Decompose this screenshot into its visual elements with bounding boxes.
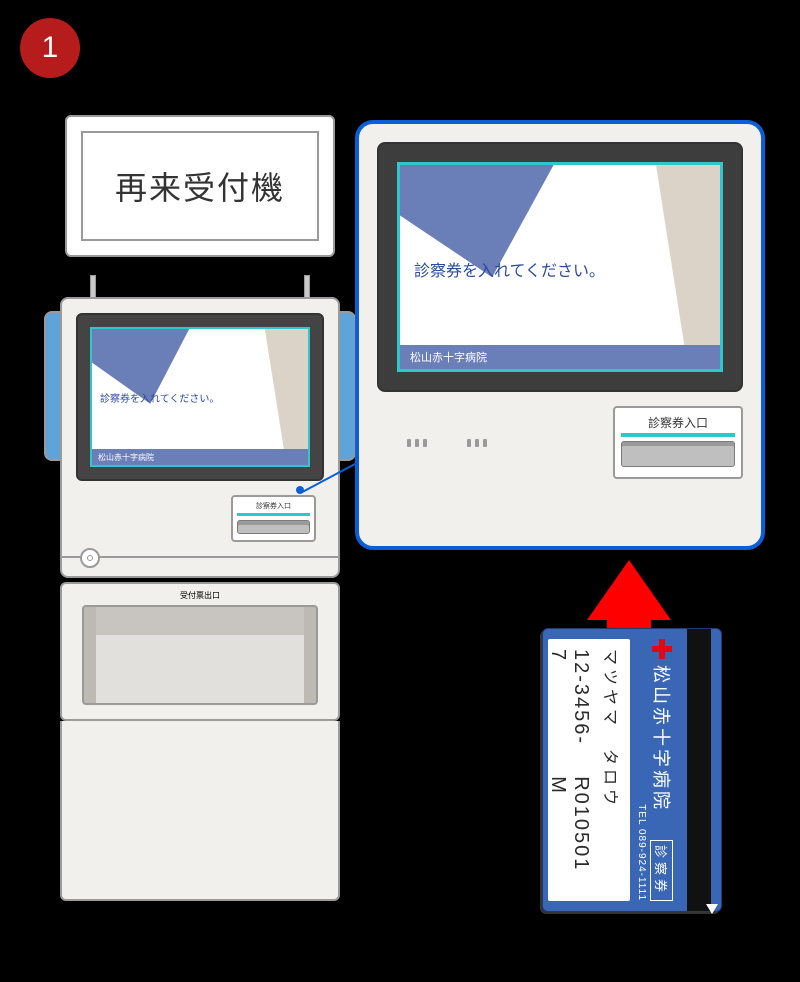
card-info-panel: マツヤマ タロウ 12-3456-7 R010501 M bbox=[548, 639, 630, 901]
card-issue-code: R010501 M bbox=[546, 776, 592, 891]
step-number: 1 bbox=[42, 31, 59, 65]
card-hospital-name: 松山赤十字病院 bbox=[649, 665, 675, 812]
kiosk-upper-body: 診察券を入れてください。 松山赤十字病院 診察券入口 bbox=[60, 297, 340, 578]
card-patient-name: マツヤマ タロウ bbox=[600, 649, 624, 891]
callout-touchscreen[interactable]: 診察券を入れてください。 松山赤十字病院 bbox=[397, 162, 723, 372]
kiosk-printer-unit: 受付票出口 bbox=[60, 582, 340, 721]
card-type-label: 診察券 bbox=[651, 840, 674, 901]
speaker-grille bbox=[407, 439, 487, 447]
kiosk-machine: 再来受付機 診察券を入れてください。 松山赤十字病院 診察券入口 受付票出口 bbox=[60, 115, 340, 901]
receipt-outlet-label: 受付票出口 bbox=[82, 590, 318, 601]
card-patient-id: 12-3456-7 bbox=[546, 649, 592, 752]
kiosk-touchscreen[interactable]: 診察券を入れてください。 松山赤十字病院 bbox=[90, 327, 310, 467]
receipt-outlet[interactable] bbox=[82, 605, 318, 705]
card-magstripe bbox=[687, 629, 711, 911]
card-slot-opening[interactable] bbox=[237, 520, 310, 534]
kiosk-side-accent bbox=[326, 311, 356, 461]
step-number-badge: 1 bbox=[20, 18, 80, 78]
kiosk-touchscreen-bezel: 診察券を入れてください。 松山赤十字病院 bbox=[76, 313, 324, 481]
callout-card-slot[interactable]: 診察券入口 bbox=[613, 406, 743, 479]
card-header-row: 松山赤十字病院 診察券 bbox=[649, 639, 675, 901]
detail-callout: 診察券を入れてください。 松山赤十字病院 診察券入口 bbox=[355, 120, 765, 550]
kiosk-card-panel: 診察券入口 bbox=[76, 489, 324, 548]
patient-card[interactable]: 松山赤十字病院 診察券 TEL 089-924-1111 マツヤマ タロウ 12… bbox=[542, 628, 722, 912]
kiosk-sign-title: 再来受付機 bbox=[81, 131, 319, 241]
card-tel: TEL 089-924-1111 bbox=[636, 639, 647, 901]
kiosk-side-accent bbox=[44, 311, 74, 461]
callout-lower-row: 診察券入口 bbox=[377, 406, 743, 479]
callout-screen-prompt: 診察券を入れてください。 bbox=[414, 257, 605, 281]
callout-touchscreen-bezel: 診察券を入れてください。 松山赤十字病院 bbox=[377, 142, 743, 392]
kiosk-button[interactable] bbox=[80, 548, 100, 568]
kiosk-sign: 再来受付機 bbox=[65, 115, 335, 257]
screen-footer: 松山赤十字病院 bbox=[92, 449, 308, 465]
callout-card-slot-opening[interactable] bbox=[621, 441, 735, 467]
card-slot[interactable]: 診察券入口 bbox=[231, 495, 316, 542]
card-slot-label: 診察券入口 bbox=[237, 501, 310, 516]
red-cross-icon bbox=[652, 639, 672, 659]
kiosk-body-seam bbox=[62, 556, 338, 566]
card-insert-arrow-icon bbox=[706, 904, 718, 914]
screen-graphic bbox=[640, 165, 720, 369]
screen-prompt: 診察券を入れてください。 bbox=[100, 390, 219, 405]
kiosk-base bbox=[60, 721, 340, 901]
screen-graphic bbox=[254, 329, 308, 465]
callout-screen-footer: 松山赤十字病院 bbox=[400, 345, 720, 369]
callout-card-slot-label: 診察券入口 bbox=[621, 414, 735, 437]
